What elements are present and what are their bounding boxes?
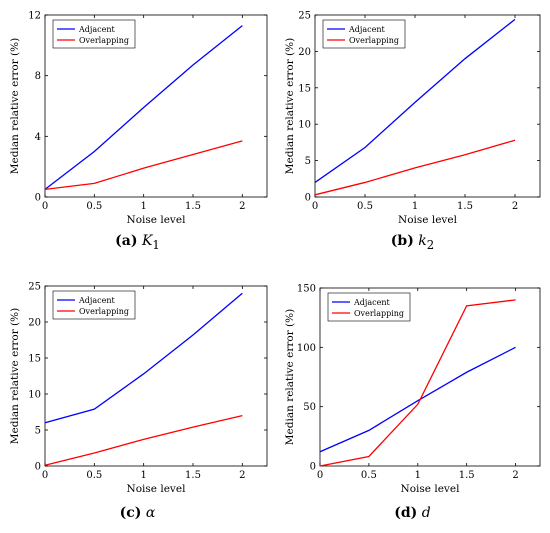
y-tick-label: 5 [35,426,41,437]
caption-a: (a) K1 [0,233,275,252]
chart-a-svg: 0 0.5 1 1.5 2 0 4 8 12 Noise level Median relative… [9,11,268,226]
legend-label-adjacent: Adjacent [78,296,116,305]
series-line-adjacent [44,25,243,190]
caption-a-label: (a) [115,233,138,249]
x-tick-label: 1 [140,201,146,212]
x-tick-label: 0.5 [357,201,373,212]
series-line-adjacent [314,18,516,183]
y-tick-label: 12 [28,11,41,22]
y-tick-label: 20 [28,318,41,329]
x-tick-label: 1 [415,470,421,481]
series-line-overlapping [44,140,243,191]
y-tick-label: 8 [35,71,41,82]
legend-box [52,290,136,320]
y-tick-label: 150 [297,284,316,295]
legend-label-adjacent: Adjacent [348,25,386,34]
x-tick-label: 1.5 [185,201,201,212]
x-tick-label: 0 [312,201,318,212]
x-tick-label: 1.5 [457,201,473,212]
x-tick-label: 0 [42,201,48,212]
legend-label-overlapping: Overlapping [349,36,399,45]
y-tick-label: 0 [305,193,311,204]
series-line-adjacent [319,346,516,453]
caption-b-label: (b) [390,233,414,249]
plot-frame [44,285,268,467]
y-tick-label: 25 [28,282,41,293]
y-axis-label: Median relative error (%) [9,308,21,444]
y-tick-label: 15 [298,83,311,94]
y-tick-label: 25 [298,11,311,22]
y-axis-label: Median relative error (%) [284,309,296,445]
series-line-overlapping [314,139,516,196]
x-tick-label: 1 [140,470,146,481]
chart-panel-d: 0 0.5 1 1.5 2 0 50 100 150 Noise level Median rela… [275,272,550,533]
x-tick-label: 0.5 [86,201,102,212]
x-axis-label: Noise level [127,483,187,495]
caption-a-sub: 1 [152,237,160,252]
series-line-overlapping [44,414,243,466]
caption-a-symbol: K [141,233,153,249]
caption-d-symbol: d [421,505,431,521]
y-axis-label: Median relative error (%) [284,38,296,174]
legend-label-overlapping: Overlapping [354,309,404,318]
legend-box [322,19,406,49]
x-axis-label: Noise level [127,214,187,226]
x-tick-label: 1.5 [185,470,201,481]
y-tick-label: 10 [298,120,311,131]
chart-d-svg: 0 0.5 1 1.5 2 0 50 100 150 Noise level Median rela… [284,284,541,495]
x-tick-label: 2 [512,470,518,481]
x-tick-label: 0.5 [86,470,102,481]
caption-c-label: (c) [119,505,142,521]
series-line-adjacent [44,292,243,424]
x-tick-label: 2 [239,201,245,212]
caption-c-symbol: α [145,505,156,521]
chart-panel-b: 0 0.5 1 1.5 2 0 5 10 15 20 25 Noise level Median rel… [275,0,550,266]
caption-d: (d) d [275,505,550,521]
y-tick-label: 0 [35,193,41,204]
x-tick-label: 0.5 [361,470,377,481]
legend-label-overlapping: Overlapping [79,36,129,45]
plot-frame [44,14,268,198]
y-tick-label: 5 [305,156,311,167]
caption-b-sub: 2 [426,237,435,252]
chart-panel-c: 0 0.5 1 1.5 2 0 5 10 15 20 25 Noise level Median rel… [0,272,275,533]
legend-box [52,19,136,49]
y-tick-label: 20 [298,47,311,58]
y-tick-label: 10 [28,390,41,401]
legend-label-adjacent: Adjacent [353,298,391,307]
y-tick-label: 0 [35,462,41,473]
x-tick-label: 0 [317,470,323,481]
x-tick-label: 2 [512,201,518,212]
y-tick-label: 15 [28,354,41,365]
y-tick-label: 0 [310,462,316,473]
y-axis-label: Median relative error (%) [9,38,21,174]
x-axis-label: Noise level [398,214,458,226]
legend-label-overlapping: Overlapping [79,307,129,316]
y-tick-label: 50 [303,402,316,413]
series-line-overlapping [319,299,516,467]
x-tick-label: 2 [239,470,245,481]
y-tick-label: 4 [35,132,41,143]
caption-b: (b) k2 [275,233,550,252]
legend-box [327,292,411,322]
caption-c: (c) α [0,505,275,521]
caption-b-symbol: k [418,233,427,249]
caption-d-label: (d) [394,505,418,521]
x-tick-label: 1 [412,201,418,212]
x-tick-label: 1.5 [459,470,475,481]
x-tick-label: 0 [42,470,48,481]
plot-frame [319,287,541,467]
y-tick-label: 100 [297,343,316,354]
x-axis-label: Noise level [401,483,461,495]
chart-panel-a: 0 0.5 1 1.5 2 0 4 8 12 Noise level Median relative… [0,0,275,266]
legend-label-adjacent: Adjacent [78,25,116,34]
plot-frame [314,14,541,198]
